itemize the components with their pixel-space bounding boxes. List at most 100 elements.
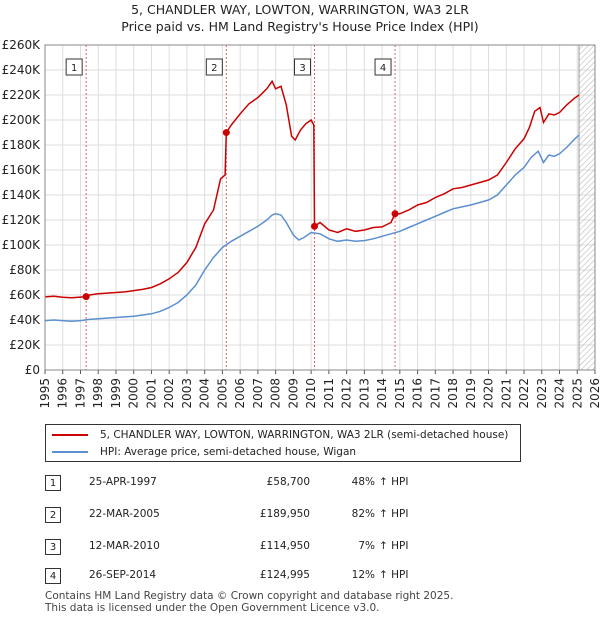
y-tick-label: £180K bbox=[2, 138, 42, 152]
transaction-hpi-direction: ↑ HPI bbox=[379, 569, 409, 581]
footer: Contains HM Land Registry data © Crown c… bbox=[45, 590, 453, 614]
sale-label-text: 4 bbox=[380, 63, 386, 74]
sale-label-rect bbox=[294, 58, 311, 76]
y-tick-label: £260K bbox=[2, 38, 42, 52]
x-tick-label: 2001 bbox=[144, 378, 158, 409]
legend: 5, CHANDLER WAY, LOWTON, WARRINGTON, WA3… bbox=[45, 424, 521, 462]
sale-point bbox=[391, 210, 399, 218]
transaction-hpi-percent: 12% bbox=[351, 569, 375, 581]
transaction-hpi-percent: 48% bbox=[351, 476, 375, 488]
series bbox=[44, 79, 580, 323]
sale-label-rect bbox=[65, 58, 83, 76]
y-tick-label: £220K bbox=[2, 88, 42, 102]
legend-label-property: 5, CHANDLER WAY, LOWTON, WARRINGTON, WA3… bbox=[100, 429, 509, 441]
x-tick-label: 2023 bbox=[535, 378, 549, 409]
transaction-hpi-direction: ↑ HPI bbox=[379, 508, 409, 520]
x-tick-label: 2012 bbox=[340, 378, 354, 409]
plot-background bbox=[45, 45, 595, 370]
footer-copyright: Contains HM Land Registry data © Crown c… bbox=[45, 590, 454, 602]
x-tick-label: 2004 bbox=[198, 378, 212, 409]
transaction-number: 4 bbox=[45, 568, 61, 584]
transaction-row: 2 22-MAR-2005 £189,950 82% ↑ HPI bbox=[45, 505, 465, 525]
transaction-price: £58,700 bbox=[266, 476, 310, 488]
x-tick-label: 1997 bbox=[73, 378, 87, 409]
x-tick-label: 2017 bbox=[428, 378, 442, 409]
transaction-row: 1 25-APR-1997 £58,700 48% ↑ HPI bbox=[45, 473, 465, 493]
transaction-number: 2 bbox=[45, 507, 61, 523]
transaction-date: 12-MAR-2010 bbox=[89, 540, 160, 552]
y-tick-label: £140K bbox=[2, 188, 42, 202]
sale-label-text: 2 bbox=[211, 63, 217, 74]
x-tick-label: 2009 bbox=[286, 378, 300, 409]
x-tick-label: 2019 bbox=[464, 378, 478, 409]
sale-label-text: 3 bbox=[299, 63, 305, 74]
x-tick-label: 2021 bbox=[499, 378, 513, 409]
legend-swatch-property bbox=[52, 434, 88, 436]
legend-label-hpi: HPI: Average price, semi-detached house,… bbox=[100, 446, 357, 458]
x-tick-label: 2018 bbox=[446, 378, 460, 409]
y-tick-label: £100K bbox=[2, 238, 42, 252]
x-tick-label: 2016 bbox=[411, 378, 425, 409]
sale-label-rect bbox=[205, 58, 223, 76]
grid bbox=[44, 44, 596, 371]
x-tick-label: 2003 bbox=[180, 378, 194, 409]
legend-swatch-hpi bbox=[52, 451, 88, 453]
x-tick-label: 2010 bbox=[304, 378, 318, 409]
transaction-price: £189,950 bbox=[259, 508, 310, 520]
x-tick-label: 2011 bbox=[322, 378, 336, 409]
y-tick-label: £40K bbox=[9, 313, 41, 327]
y-tick-label: £60K bbox=[9, 288, 41, 302]
hpi-line bbox=[44, 134, 580, 323]
chart-title: 5, CHANDLER WAY, LOWTON, WARRINGTON, WA3… bbox=[131, 2, 469, 17]
transaction-hpi-direction: ↑ HPI bbox=[379, 540, 409, 552]
sale-label-box: 4 bbox=[374, 58, 392, 76]
sale-point bbox=[222, 129, 230, 137]
x-tick-label: 2005 bbox=[215, 378, 229, 409]
sale-labels: 1 2 3 4 bbox=[65, 58, 392, 76]
transaction-row: 4 26-SEP-2014 £124,995 12% ↑ HPI bbox=[45, 566, 465, 586]
y-tick-label: £240K bbox=[2, 63, 42, 77]
transaction-date: 25-APR-1997 bbox=[89, 476, 157, 488]
x-tick-label: 2002 bbox=[162, 378, 176, 409]
transaction-number: 1 bbox=[45, 475, 61, 491]
sale-label-box: 3 bbox=[294, 58, 311, 76]
y-tick-label: £160K bbox=[2, 163, 42, 177]
axes: £0 £20K £40K £60K £80K £100K £120K £140K £160K £1… bbox=[2, 38, 600, 409]
x-tick-label: 2006 bbox=[233, 378, 247, 409]
sale-point bbox=[82, 293, 90, 301]
y-tick-label: £200K bbox=[2, 113, 42, 127]
transaction-price: £124,995 bbox=[259, 569, 310, 581]
transaction-date: 22-MAR-2005 bbox=[89, 508, 160, 520]
sale-label-box: 2 bbox=[205, 58, 223, 76]
y-tick-label: £120K bbox=[2, 213, 42, 227]
x-tick-label: 2008 bbox=[269, 378, 283, 409]
x-tick-label: 2015 bbox=[393, 378, 407, 409]
y-tick-label: £20K bbox=[9, 338, 41, 352]
price-chart: £0 £20K £40K £60K £80K £100K £120K £140K £160K £1… bbox=[2, 38, 600, 409]
transaction-number: 3 bbox=[45, 539, 61, 555]
legend-item-property: 5, CHANDLER WAY, LOWTON, WARRINGTON, WA3… bbox=[52, 427, 508, 443]
x-tick-label: 1995 bbox=[38, 378, 52, 409]
transaction-hpi-percent: 7% bbox=[358, 540, 375, 552]
x-tick-label: 2000 bbox=[127, 378, 141, 409]
transaction-hpi-percent: 82% bbox=[351, 508, 375, 520]
forecast-region bbox=[578, 45, 595, 370]
x-tick-label: 1998 bbox=[91, 378, 105, 409]
footer-license: This data is licensed under the Open Gov… bbox=[45, 602, 380, 614]
x-tick-label: 2007 bbox=[251, 378, 265, 409]
sale-label-rect bbox=[374, 58, 392, 76]
transaction-hpi-direction: ↑ HPI bbox=[379, 476, 409, 488]
plot-frame bbox=[44, 44, 596, 371]
transaction-price: £114,950 bbox=[259, 540, 310, 552]
x-tick-label: 2022 bbox=[517, 378, 531, 409]
property-price-line bbox=[44, 79, 580, 299]
y-tick-label: £0 bbox=[25, 363, 40, 377]
x-tick-label: 2026 bbox=[588, 378, 600, 409]
x-tick-label: 1996 bbox=[56, 378, 70, 409]
x-tick-label: 2020 bbox=[482, 378, 496, 409]
chart-subtitle: Price paid vs. HM Land Registry's House … bbox=[121, 19, 479, 34]
sale-label-text: 1 bbox=[71, 63, 77, 74]
legend-item-hpi: HPI: Average price, semi-detached house,… bbox=[52, 444, 356, 460]
forecast-hatch bbox=[579, 45, 595, 370]
x-tick-label: 2013 bbox=[357, 378, 371, 409]
